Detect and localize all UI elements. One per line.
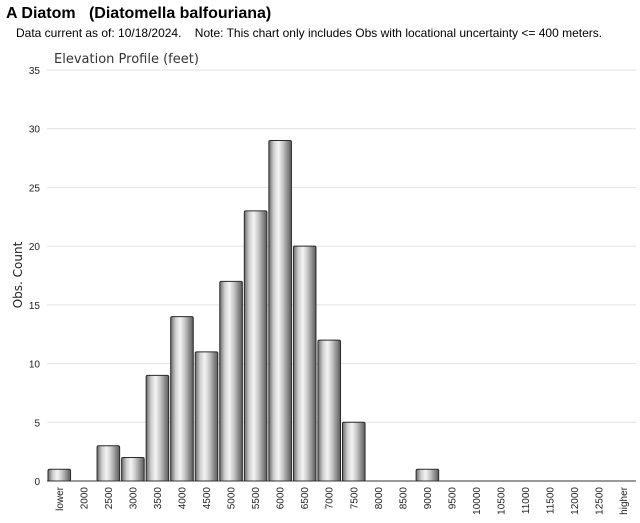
x-tick-label: 7500 xyxy=(349,487,360,510)
x-tick-label: 12000 xyxy=(570,487,581,515)
y-tick-label: 30 xyxy=(29,125,41,136)
chart-title: Elevation Profile (feet) xyxy=(54,52,199,67)
bar-7000 xyxy=(317,339,342,482)
x-tick-label: 12500 xyxy=(595,487,606,515)
x-tick-label: higher xyxy=(619,486,630,514)
page-title: A Diatom (Diatomella balfouriana) xyxy=(6,5,272,22)
x-tick-label: 3000 xyxy=(128,487,139,510)
x-tick-label: 4000 xyxy=(177,487,188,510)
y-tick-label: 0 xyxy=(34,477,40,488)
bars xyxy=(47,139,440,482)
x-tick-label: 8500 xyxy=(398,487,409,510)
bar-3500 xyxy=(145,374,170,482)
x-tick-label: 6000 xyxy=(276,487,287,510)
x-tick-label: 7000 xyxy=(325,487,336,510)
x-tick-label: 9000 xyxy=(423,487,434,510)
bar-lower xyxy=(47,468,72,482)
y-tick-label: 20 xyxy=(29,242,41,253)
x-tick-labels: lower 2000 2500 3000 3500 4000 4500 5000 5500 600… xyxy=(55,486,630,514)
y-tick-label: 35 xyxy=(29,66,41,77)
y-tick-labels: 0 5 10 15 20 25 30 35 xyxy=(29,66,41,488)
bar-5000 xyxy=(219,280,243,482)
y-axis-label: Obs. Count xyxy=(11,241,25,308)
bar-5500 xyxy=(243,210,268,482)
x-tick-label: 10000 xyxy=(472,487,483,515)
x-tick-label: 11000 xyxy=(521,487,532,515)
x-tick-label: 2500 xyxy=(104,487,115,510)
x-tick-label: 3500 xyxy=(153,487,164,510)
x-tick-label: 11500 xyxy=(546,487,557,515)
bar-3000 xyxy=(121,457,145,482)
x-tick-label: 5500 xyxy=(251,487,262,510)
bar-6500 xyxy=(292,245,317,482)
bar-2500 xyxy=(96,445,121,482)
y-tick-label: 10 xyxy=(29,360,41,371)
x-tick-label: 10500 xyxy=(497,487,508,515)
data-note: Data current as of: 10/18/2024. Note: Th… xyxy=(16,26,603,40)
bar-4500 xyxy=(194,351,219,482)
bar-6000 xyxy=(268,139,292,482)
grid-lines xyxy=(47,69,636,423)
y-tick-label: 5 xyxy=(34,418,40,429)
x-tick-label: 9500 xyxy=(447,487,458,510)
x-tick-label: 6500 xyxy=(300,487,311,510)
bar-4000 xyxy=(170,316,194,482)
y-tick-label: 15 xyxy=(29,301,41,312)
x-tick-label: lower xyxy=(55,486,66,511)
bar-7500 xyxy=(341,421,366,482)
y-tick-label: 25 xyxy=(29,183,41,194)
x-tick-label: 4500 xyxy=(202,487,213,510)
bar-9000 xyxy=(415,468,440,482)
x-tick-label: 2000 xyxy=(79,487,90,510)
x-tick-label: 5000 xyxy=(227,487,238,510)
x-tick-label: 8000 xyxy=(374,487,385,510)
